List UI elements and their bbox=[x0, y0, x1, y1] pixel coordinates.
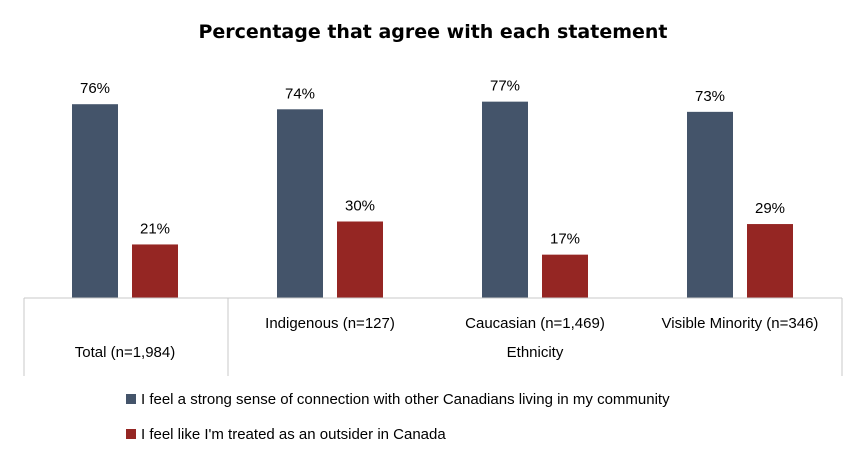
data-label-s1-c2: 17% bbox=[550, 231, 580, 248]
bar-s1-c3 bbox=[747, 224, 793, 298]
data-label-s1-c1: 30% bbox=[345, 198, 375, 215]
category-label-3: Visible Minority (n=346) bbox=[662, 315, 819, 332]
category-label-2: Caucasian (n=1,469) bbox=[465, 315, 605, 332]
data-label-s0-c0: 76% bbox=[80, 80, 110, 97]
bar-s1-c2 bbox=[542, 254, 588, 298]
bar-s0-c0 bbox=[72, 104, 118, 298]
data-label-s0-c3: 73% bbox=[695, 88, 725, 105]
legend-swatch-0 bbox=[126, 394, 136, 404]
legend-label-0: I feel a strong sense of connection with… bbox=[141, 391, 670, 408]
bar-s0-c2 bbox=[482, 101, 528, 299]
category-label-0: Total (n=1,984) bbox=[75, 344, 175, 361]
data-label-s0-c1: 74% bbox=[285, 85, 315, 102]
bar-s0-c1 bbox=[277, 109, 323, 298]
bar-s1-c0 bbox=[132, 244, 178, 298]
legend: I feel a strong sense of connection with… bbox=[126, 391, 670, 443]
group-label-ethnicity: Ethnicity bbox=[507, 344, 564, 361]
legend-label-1: I feel like I'm treated as an outsider i… bbox=[141, 426, 446, 443]
data-label-s1-c3: 29% bbox=[755, 200, 785, 217]
chart-title: Percentage that agree with each statemen… bbox=[198, 21, 667, 43]
bar-s0-c3 bbox=[687, 111, 733, 298]
data-label-s1-c0: 21% bbox=[140, 220, 170, 237]
data-label-s0-c2: 77% bbox=[490, 78, 520, 95]
legend-swatch-1 bbox=[126, 429, 136, 439]
category-axis: Total (n=1,984) Indigenous (n=127) Caucasi… bbox=[23, 297, 843, 376]
category-label-1: Indigenous (n=127) bbox=[265, 315, 395, 332]
bars-layer: 76% 74% 77% 73% 21% 30% 17% 29% bbox=[72, 78, 793, 299]
bar-s1-c1 bbox=[337, 221, 383, 298]
